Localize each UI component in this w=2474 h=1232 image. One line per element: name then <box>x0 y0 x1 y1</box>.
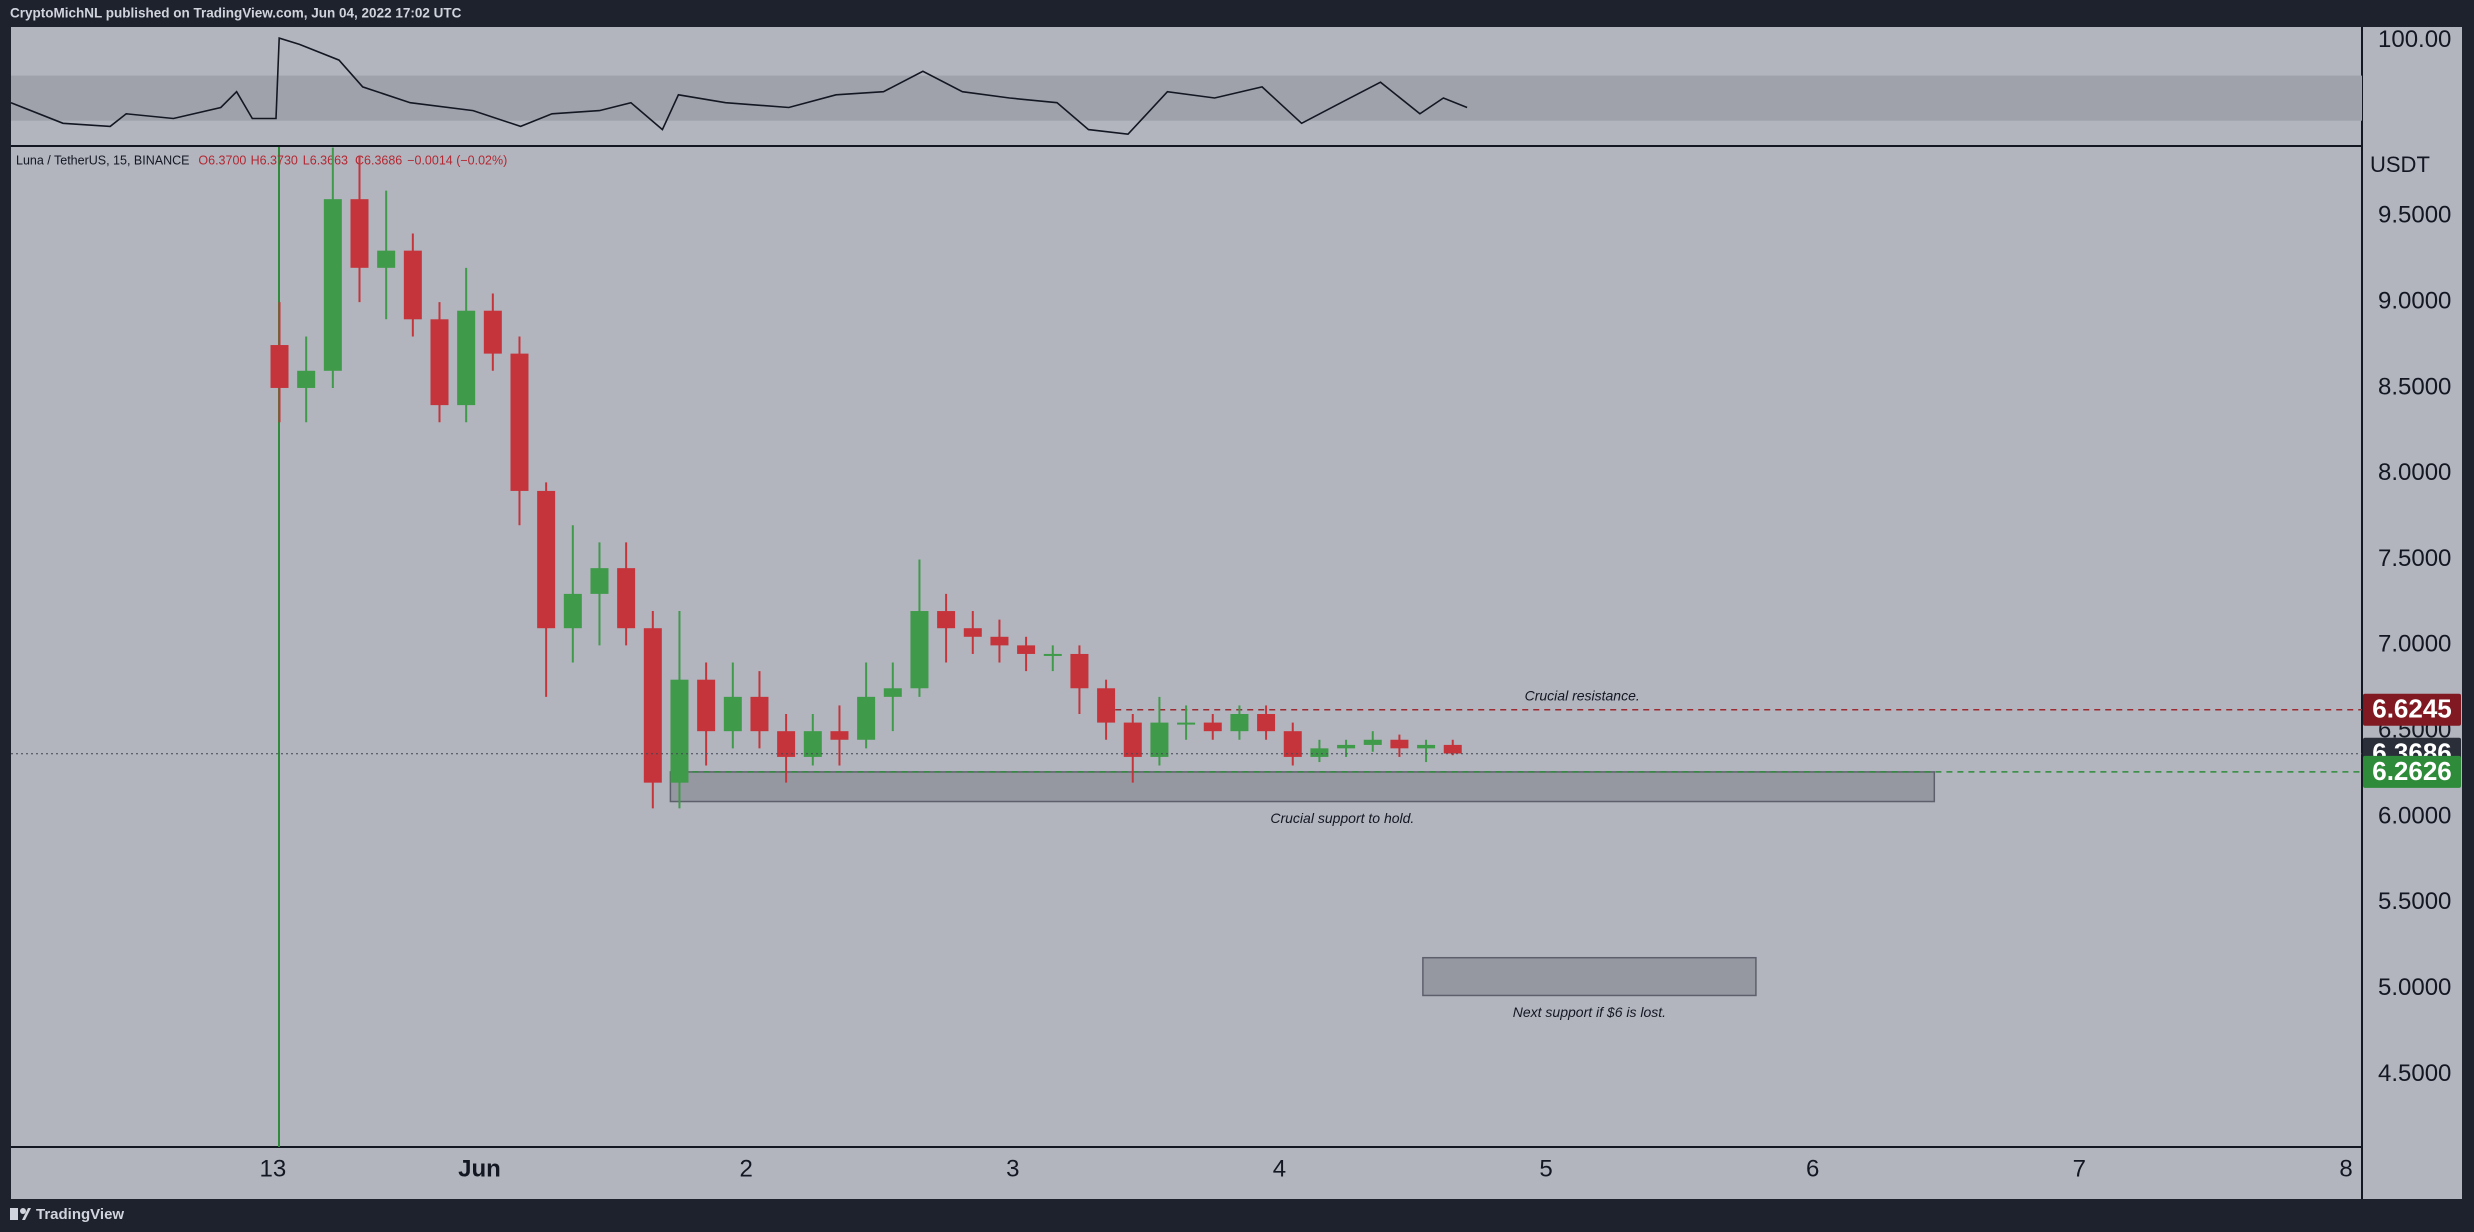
candle-body <box>1150 722 1169 757</box>
candle-body <box>1070 653 1089 689</box>
candle-body <box>590 568 609 594</box>
header: CryptoMichNL published on TradingView.co… <box>10 6 462 21</box>
candle-body <box>1417 744 1436 749</box>
x-tick-label: 8 <box>2339 1155 2352 1182</box>
candle-body <box>670 679 689 783</box>
currency-label: USDT <box>2370 152 2430 177</box>
candle-body <box>910 611 929 689</box>
symbol-label: Luna / TetherUS, 15, BINANCE <box>16 153 189 167</box>
chart-area <box>11 27 2462 1199</box>
candle-body <box>1230 714 1249 732</box>
candle-body <box>1123 722 1142 757</box>
candle-body <box>1203 722 1222 732</box>
candle-body <box>377 250 396 268</box>
y-tick-label: 5.5000 <box>2378 888 2451 915</box>
candle-body <box>270 345 289 388</box>
candle-body <box>1017 645 1036 654</box>
legend-value: L6.3663 <box>303 153 348 167</box>
candle-body <box>1257 714 1276 732</box>
indicator-band <box>11 75 2362 121</box>
y-tick-label: 9.5000 <box>2378 202 2451 229</box>
y-tick-label: 5.0000 <box>2378 974 2451 1001</box>
candle-body <box>803 731 822 757</box>
candle-body <box>883 688 902 697</box>
y-tick-label: 4.5000 <box>2378 1060 2451 1087</box>
candle-body <box>1310 748 1329 757</box>
x-tick-label: Jun <box>458 1155 501 1182</box>
y-tick-label: 9.0000 <box>2378 287 2451 314</box>
x-tick-label: 7 <box>2073 1155 2086 1182</box>
candle-body <box>857 696 876 740</box>
candle-body <box>297 370 316 388</box>
logo-part <box>10 1208 18 1220</box>
candle-body <box>1390 739 1409 749</box>
x-tick-label: 5 <box>1539 1155 1552 1182</box>
price-label-box <box>2363 755 2461 788</box>
price-label: 6.6245 <box>2372 694 2452 724</box>
footer-logo <box>10 1208 31 1220</box>
legend-value: O6.3700 <box>198 153 246 167</box>
legend-value: C6.3686 <box>355 153 402 167</box>
y-tick-label: 8.5000 <box>2378 373 2451 400</box>
candle-body <box>777 731 796 757</box>
candle-body <box>350 199 369 268</box>
y-tick-label: 8.0000 <box>2378 459 2451 486</box>
legend-value: −0.0014 (−0.02%) <box>407 153 507 167</box>
candle-body <box>697 679 716 732</box>
price-label: 6.2626 <box>2372 756 2452 786</box>
candle-body <box>990 636 1009 646</box>
x-tick-label: 3 <box>1006 1155 1019 1182</box>
y-tick-label: 7.5000 <box>2378 545 2451 572</box>
footer-brand: TradingView <box>36 1206 124 1223</box>
indicator-line <box>10 37 1468 136</box>
support-zone <box>1422 956 1757 997</box>
logo-part <box>20 1208 26 1214</box>
annotation: Crucial support to hold. <box>1270 810 1414 826</box>
annotation: Next support if $6 is lost. <box>1513 1004 1666 1020</box>
annotation: Crucial resistance. <box>1525 688 1640 704</box>
x-tick-label: 2 <box>739 1155 752 1182</box>
candle-body <box>1337 744 1356 749</box>
candle-body <box>563 593 582 629</box>
candle-body <box>937 611 956 629</box>
candle-body <box>1097 688 1116 723</box>
y-tick-label: 6.0000 <box>2378 802 2451 829</box>
logo-part <box>22 1208 31 1220</box>
candle-body <box>617 568 636 629</box>
candle-body <box>1363 739 1382 745</box>
support-zone <box>669 771 1936 803</box>
candle-body <box>643 628 662 783</box>
candle-body <box>403 250 422 320</box>
candle-body <box>323 199 342 371</box>
y-tick-label: 100.00 <box>2378 26 2451 53</box>
price-label-box <box>2363 693 2461 726</box>
x-tick-label: 4 <box>1273 1155 1286 1182</box>
candle-body <box>1043 653 1062 656</box>
candle-body <box>430 319 449 406</box>
y-tick-label: 7.0000 <box>2378 631 2451 658</box>
candle-body <box>537 490 556 629</box>
candle-body <box>1443 744 1462 754</box>
candle-body <box>963 628 982 637</box>
x-tick-label: 6 <box>1806 1155 1819 1182</box>
candle-body <box>457 310 476 406</box>
candle-body <box>750 696 769 732</box>
candle-body <box>483 310 502 354</box>
x-tick-label: 13 <box>259 1155 286 1182</box>
candle-body <box>1283 731 1302 757</box>
candle-body <box>723 696 742 732</box>
candle-body <box>830 731 849 740</box>
legend-value: H6.3730 <box>251 153 298 167</box>
candle-body <box>510 353 529 491</box>
candle-body <box>1177 722 1196 725</box>
